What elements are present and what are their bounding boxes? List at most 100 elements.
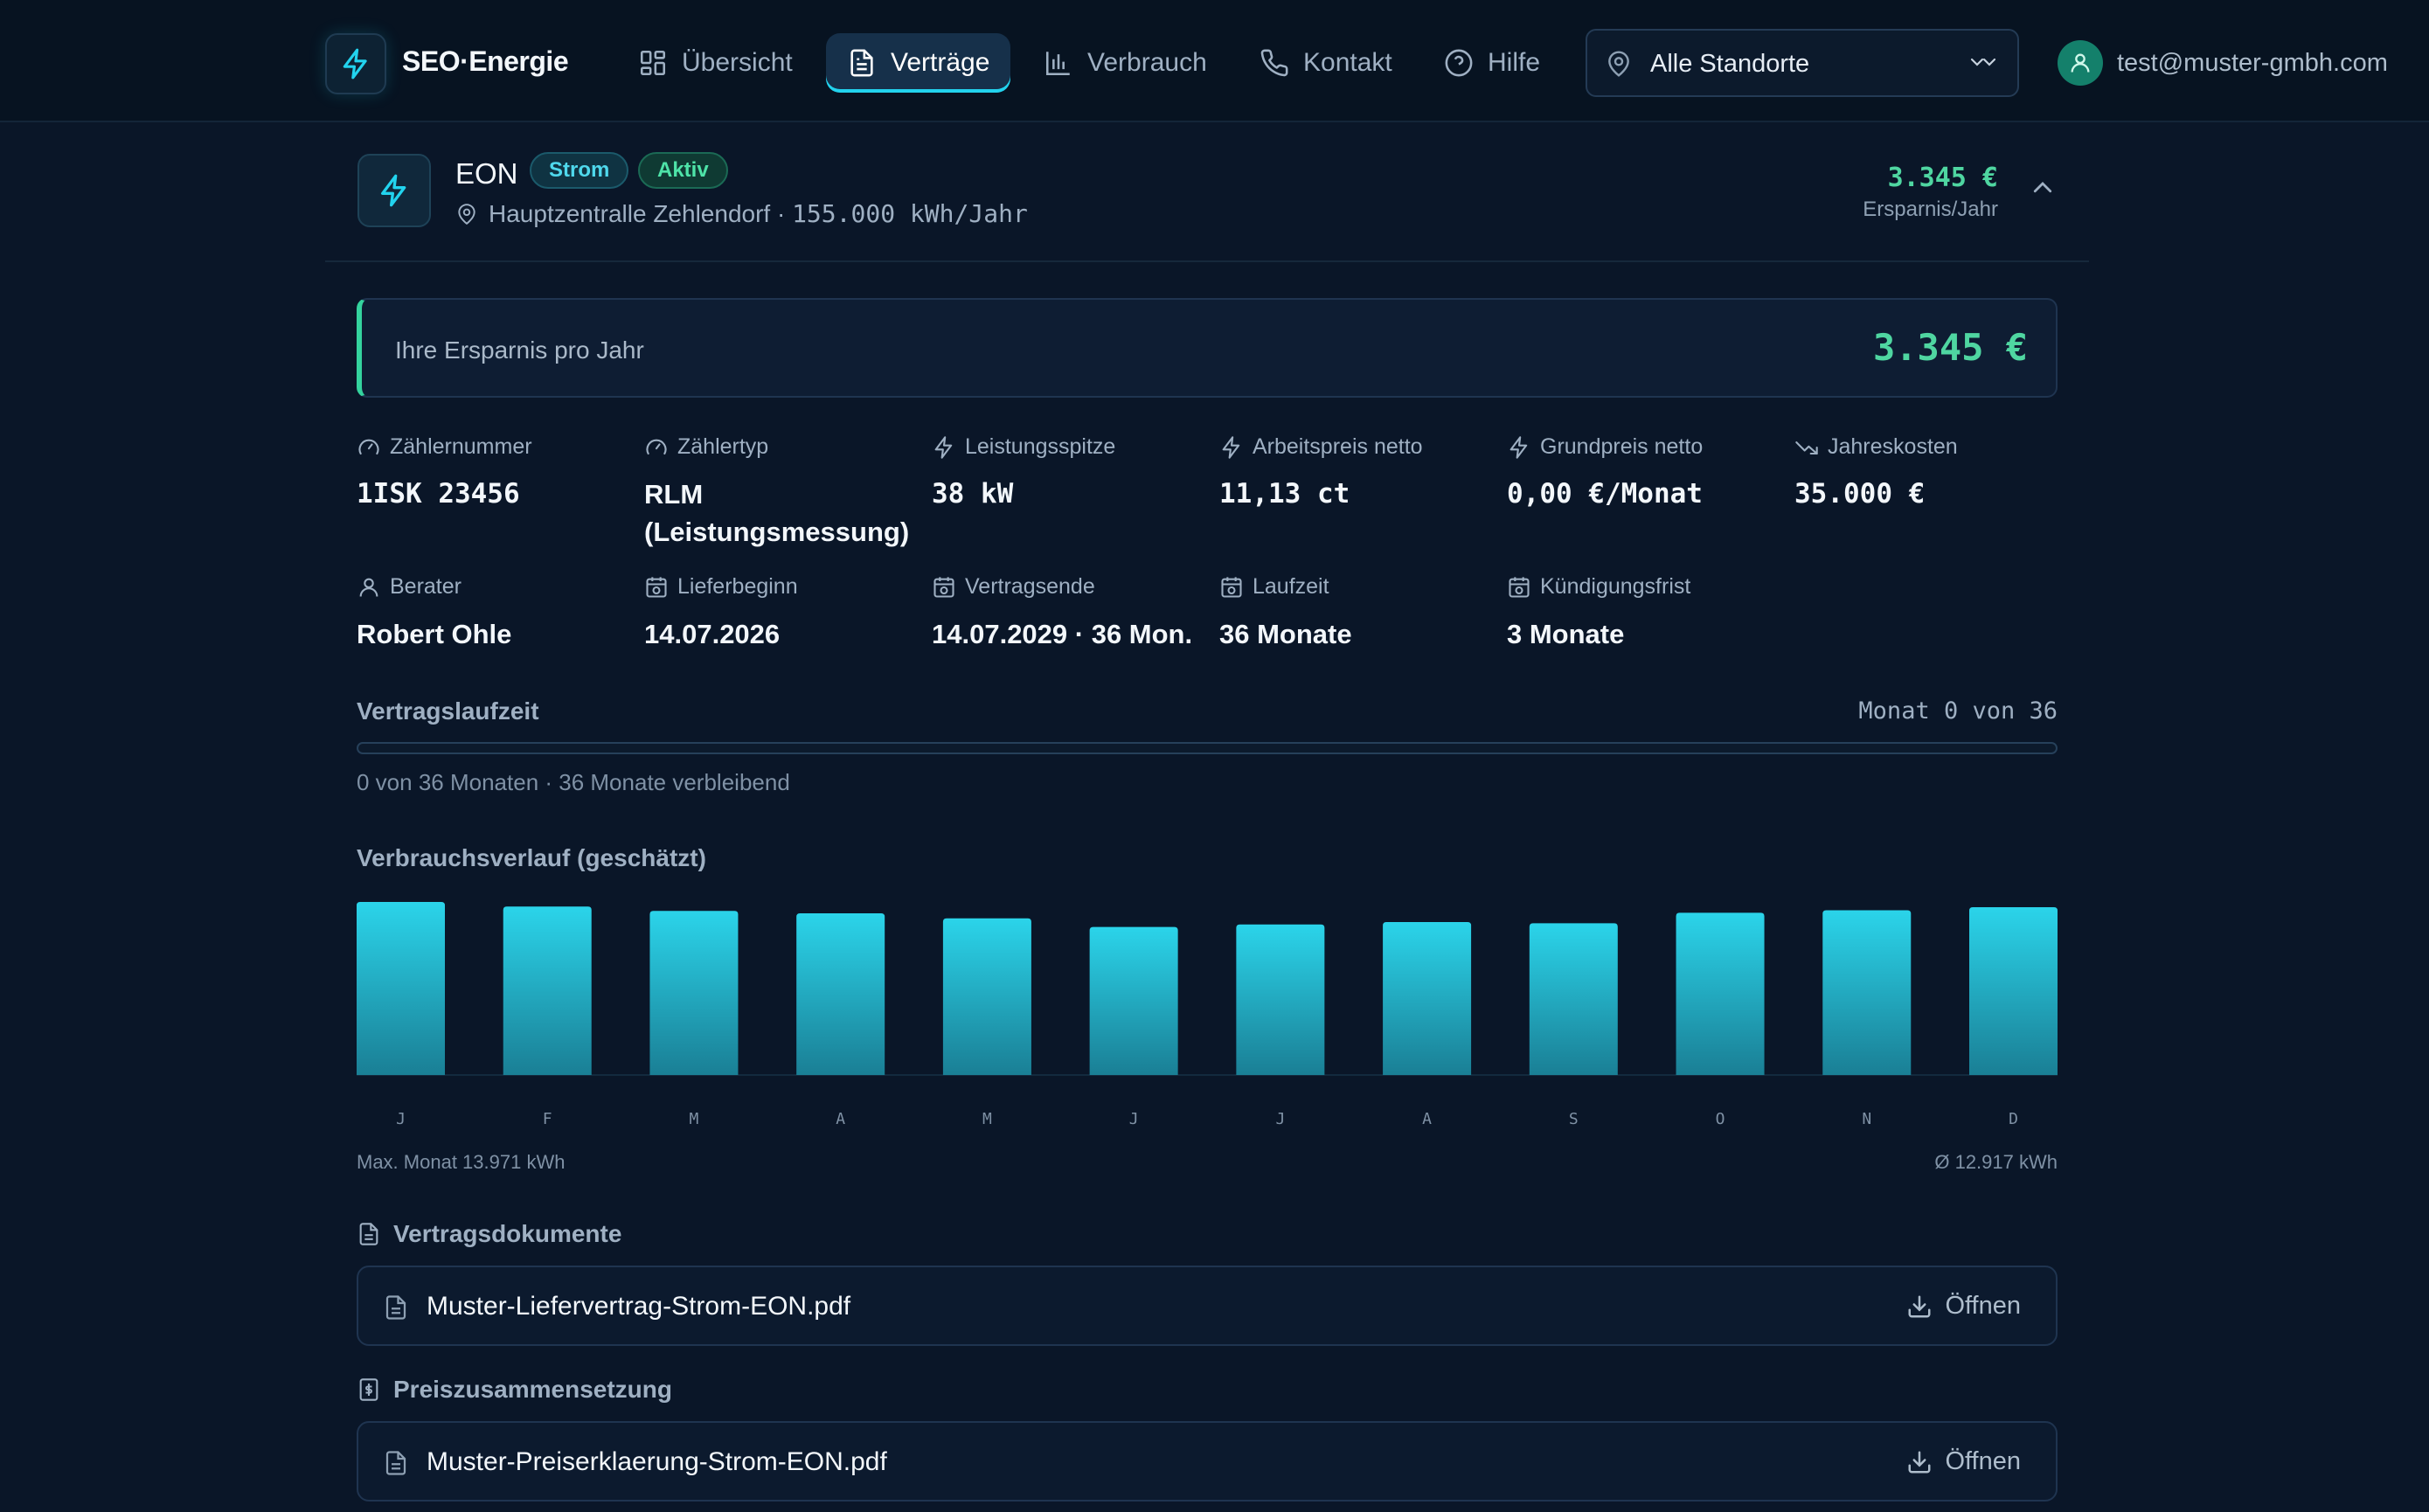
- field-lieferbeginn: Lieferbeginn 14.07.2026: [644, 574, 915, 653]
- field-label: Zählernummer: [390, 434, 532, 459]
- section-label: Vertragsdokumente: [393, 1220, 622, 1247]
- chart-bar-6[interactable]: [1089, 926, 1178, 1075]
- nav-kontakt[interactable]: Kontakt: [1260, 33, 1392, 93]
- grid-icon: [640, 50, 666, 76]
- chart-tick-label: M: [982, 1110, 992, 1127]
- contract-term-progress: [357, 742, 2058, 754]
- chart-tick-label: J: [1129, 1110, 1139, 1127]
- chart-bar-2[interactable]: [503, 906, 592, 1075]
- chart-max-note: Max. Monat 13.971 kWh: [357, 1151, 566, 1173]
- field-value: 14.07.2026: [644, 619, 781, 649]
- contract-saving-value: 3.345 €: [1887, 163, 1998, 193]
- nav-label: Übersicht: [682, 48, 793, 77]
- chart-tick-label: M: [690, 1110, 699, 1127]
- contract-term-note: 0 von 36 Monaten · 36 Monate verbleibend: [357, 769, 790, 795]
- help-icon: [1445, 49, 1473, 77]
- open-label: Öffnen: [1945, 1447, 2021, 1475]
- savings-banner: Ihre Ersparnis pro Jahr 3.345 €: [357, 298, 2058, 398]
- field-label: Grundpreis netto: [1540, 434, 1704, 459]
- chart-bar-5[interactable]: [942, 918, 1031, 1075]
- calendar-clock-icon: [1221, 576, 1242, 598]
- field-label: Leistungsspitze: [965, 434, 1116, 459]
- location-select[interactable]: Alle Standorte: [1586, 29, 2019, 97]
- field-value: RLM (Leistungsmessung): [644, 479, 910, 547]
- field-grundpreis: Grundpreis netto 0,00 €/Monat: [1507, 434, 1778, 513]
- lightning-icon: [1222, 435, 1240, 459]
- field-value: 3 Monate: [1507, 619, 1625, 649]
- brand-name: SEO·Energie: [402, 45, 569, 77]
- badge-status: Aktiv: [638, 152, 728, 189]
- field-value: 35.000 €: [1794, 478, 1926, 510]
- open-label: Öffnen: [1945, 1292, 2021, 1320]
- field-value: 14.07.2029 · 36 Mon.: [932, 619, 1193, 649]
- chart-tick-label: O: [1716, 1110, 1725, 1127]
- open-document-button[interactable]: Öffnen: [1906, 1292, 2021, 1321]
- avatar[interactable]: [2058, 40, 2103, 86]
- lightning-icon: [381, 174, 406, 207]
- chart-tick-label: A: [836, 1110, 845, 1127]
- nav-hilfe[interactable]: Hilfe: [1444, 33, 1540, 93]
- nav-vertraege[interactable]: Verträge: [826, 33, 1011, 93]
- savings-value: 3.345 €: [1872, 326, 2028, 369]
- chart-tick-label: A: [1422, 1110, 1432, 1127]
- receipt-dollar-icon: [359, 1378, 378, 1401]
- chart-bar-3[interactable]: [649, 911, 739, 1075]
- chart-bar-12[interactable]: [1969, 906, 2058, 1075]
- download-icon: [1908, 1295, 1931, 1317]
- chart-tick-label: S: [1569, 1110, 1579, 1127]
- field-value: 11,13 ct: [1219, 478, 1350, 510]
- chart-bar-4[interactable]: [796, 913, 885, 1075]
- nav-verbrauch[interactable]: Verbrauch: [1044, 33, 1207, 93]
- document-row-price[interactable]: Muster-Preiserklaerung-Strom-EON.pdf Öff…: [357, 1421, 2058, 1502]
- chart-bar-7[interactable]: [1236, 924, 1325, 1075]
- user-email[interactable]: test@muster-gmbh.com: [2117, 49, 2388, 77]
- logo[interactable]: [325, 33, 386, 94]
- field-berater: Berater Robert Ohle: [357, 574, 628, 653]
- field-label: Lieferbeginn: [677, 574, 798, 599]
- field-label: Berater: [390, 574, 462, 599]
- user-icon: [359, 578, 378, 597]
- location-select-value: Alle Standorte: [1650, 50, 1810, 78]
- trending-down-icon: [1795, 440, 1818, 454]
- field-value: 38 kW: [932, 478, 1014, 510]
- chevron-up-icon[interactable]: [2030, 175, 2056, 201]
- field-vertragsende: Vertragsende 14.07.2029 · 36 Mon.: [932, 574, 1203, 653]
- document-icon: [850, 49, 873, 77]
- document-row-contract[interactable]: Muster-Liefervertrag-Strom-EON.pdf Öffne…: [357, 1266, 2058, 1346]
- chart-bar-11[interactable]: [1822, 910, 1912, 1075]
- section-label: Preiszusammensetzung: [393, 1376, 672, 1403]
- calendar-clock-icon: [646, 576, 667, 598]
- field-value: 1ISK 23456: [357, 478, 520, 510]
- chart-bar-9[interactable]: [1529, 923, 1618, 1075]
- contract-location: Hauptzentralle Zehlendorf ·: [489, 200, 793, 227]
- chevron-down-icon: [1970, 58, 1996, 66]
- contract-documents-title: Vertragsdokumente: [357, 1220, 621, 1248]
- download-icon: [1908, 1451, 1931, 1473]
- calendar-clock-icon: [1509, 576, 1530, 598]
- field-jahreskosten: Jahreskosten 35.000 €: [1794, 434, 2065, 513]
- nav-label: Hilfe: [1488, 48, 1541, 77]
- supplier-name: EON: [455, 157, 518, 190]
- contract-term-title: Vertragslaufzeit: [357, 697, 539, 725]
- field-label: Jahreskosten: [1828, 434, 1958, 459]
- chart-tick-label: D: [2009, 1110, 2018, 1127]
- document-name: Muster-Preiserklaerung-Strom-EON.pdf: [427, 1447, 887, 1476]
- contract-consumption: 155.000 kWh/Jahr: [792, 199, 1028, 228]
- contract-header[interactable]: EON Strom Aktiv Hauptzentralle Zehlendor…: [325, 140, 2089, 262]
- field-arbeitspreis: Arbeitspreis netto 11,13 ct: [1219, 434, 1490, 513]
- document-name: Muster-Liefervertrag-Strom-EON.pdf: [427, 1292, 851, 1321]
- open-document-button[interactable]: Öffnen: [1906, 1447, 2021, 1476]
- chart-tick-label: N: [1862, 1110, 1871, 1127]
- nav-uebersicht[interactable]: Übersicht: [638, 33, 793, 93]
- chart-bar-1[interactable]: [357, 902, 445, 1075]
- field-leistungsspitze: Leistungsspitze 38 kW: [932, 434, 1203, 513]
- chart-bar-8[interactable]: [1383, 921, 1472, 1075]
- chart-tick-label: J: [1275, 1110, 1285, 1127]
- contract-type-icon: [357, 154, 431, 227]
- nav-label: Kontakt: [1303, 48, 1392, 77]
- chart-bar-10[interactable]: [1676, 912, 1765, 1075]
- top-navigation: SEO·Energie Übersicht Verträge Verbrauch…: [0, 0, 2429, 122]
- field-zaehlertyp: Zählertyp RLM (Leistungsmessung): [644, 434, 915, 551]
- field-label: Vertragsende: [965, 574, 1095, 599]
- field-label: Zählertyp: [677, 434, 769, 459]
